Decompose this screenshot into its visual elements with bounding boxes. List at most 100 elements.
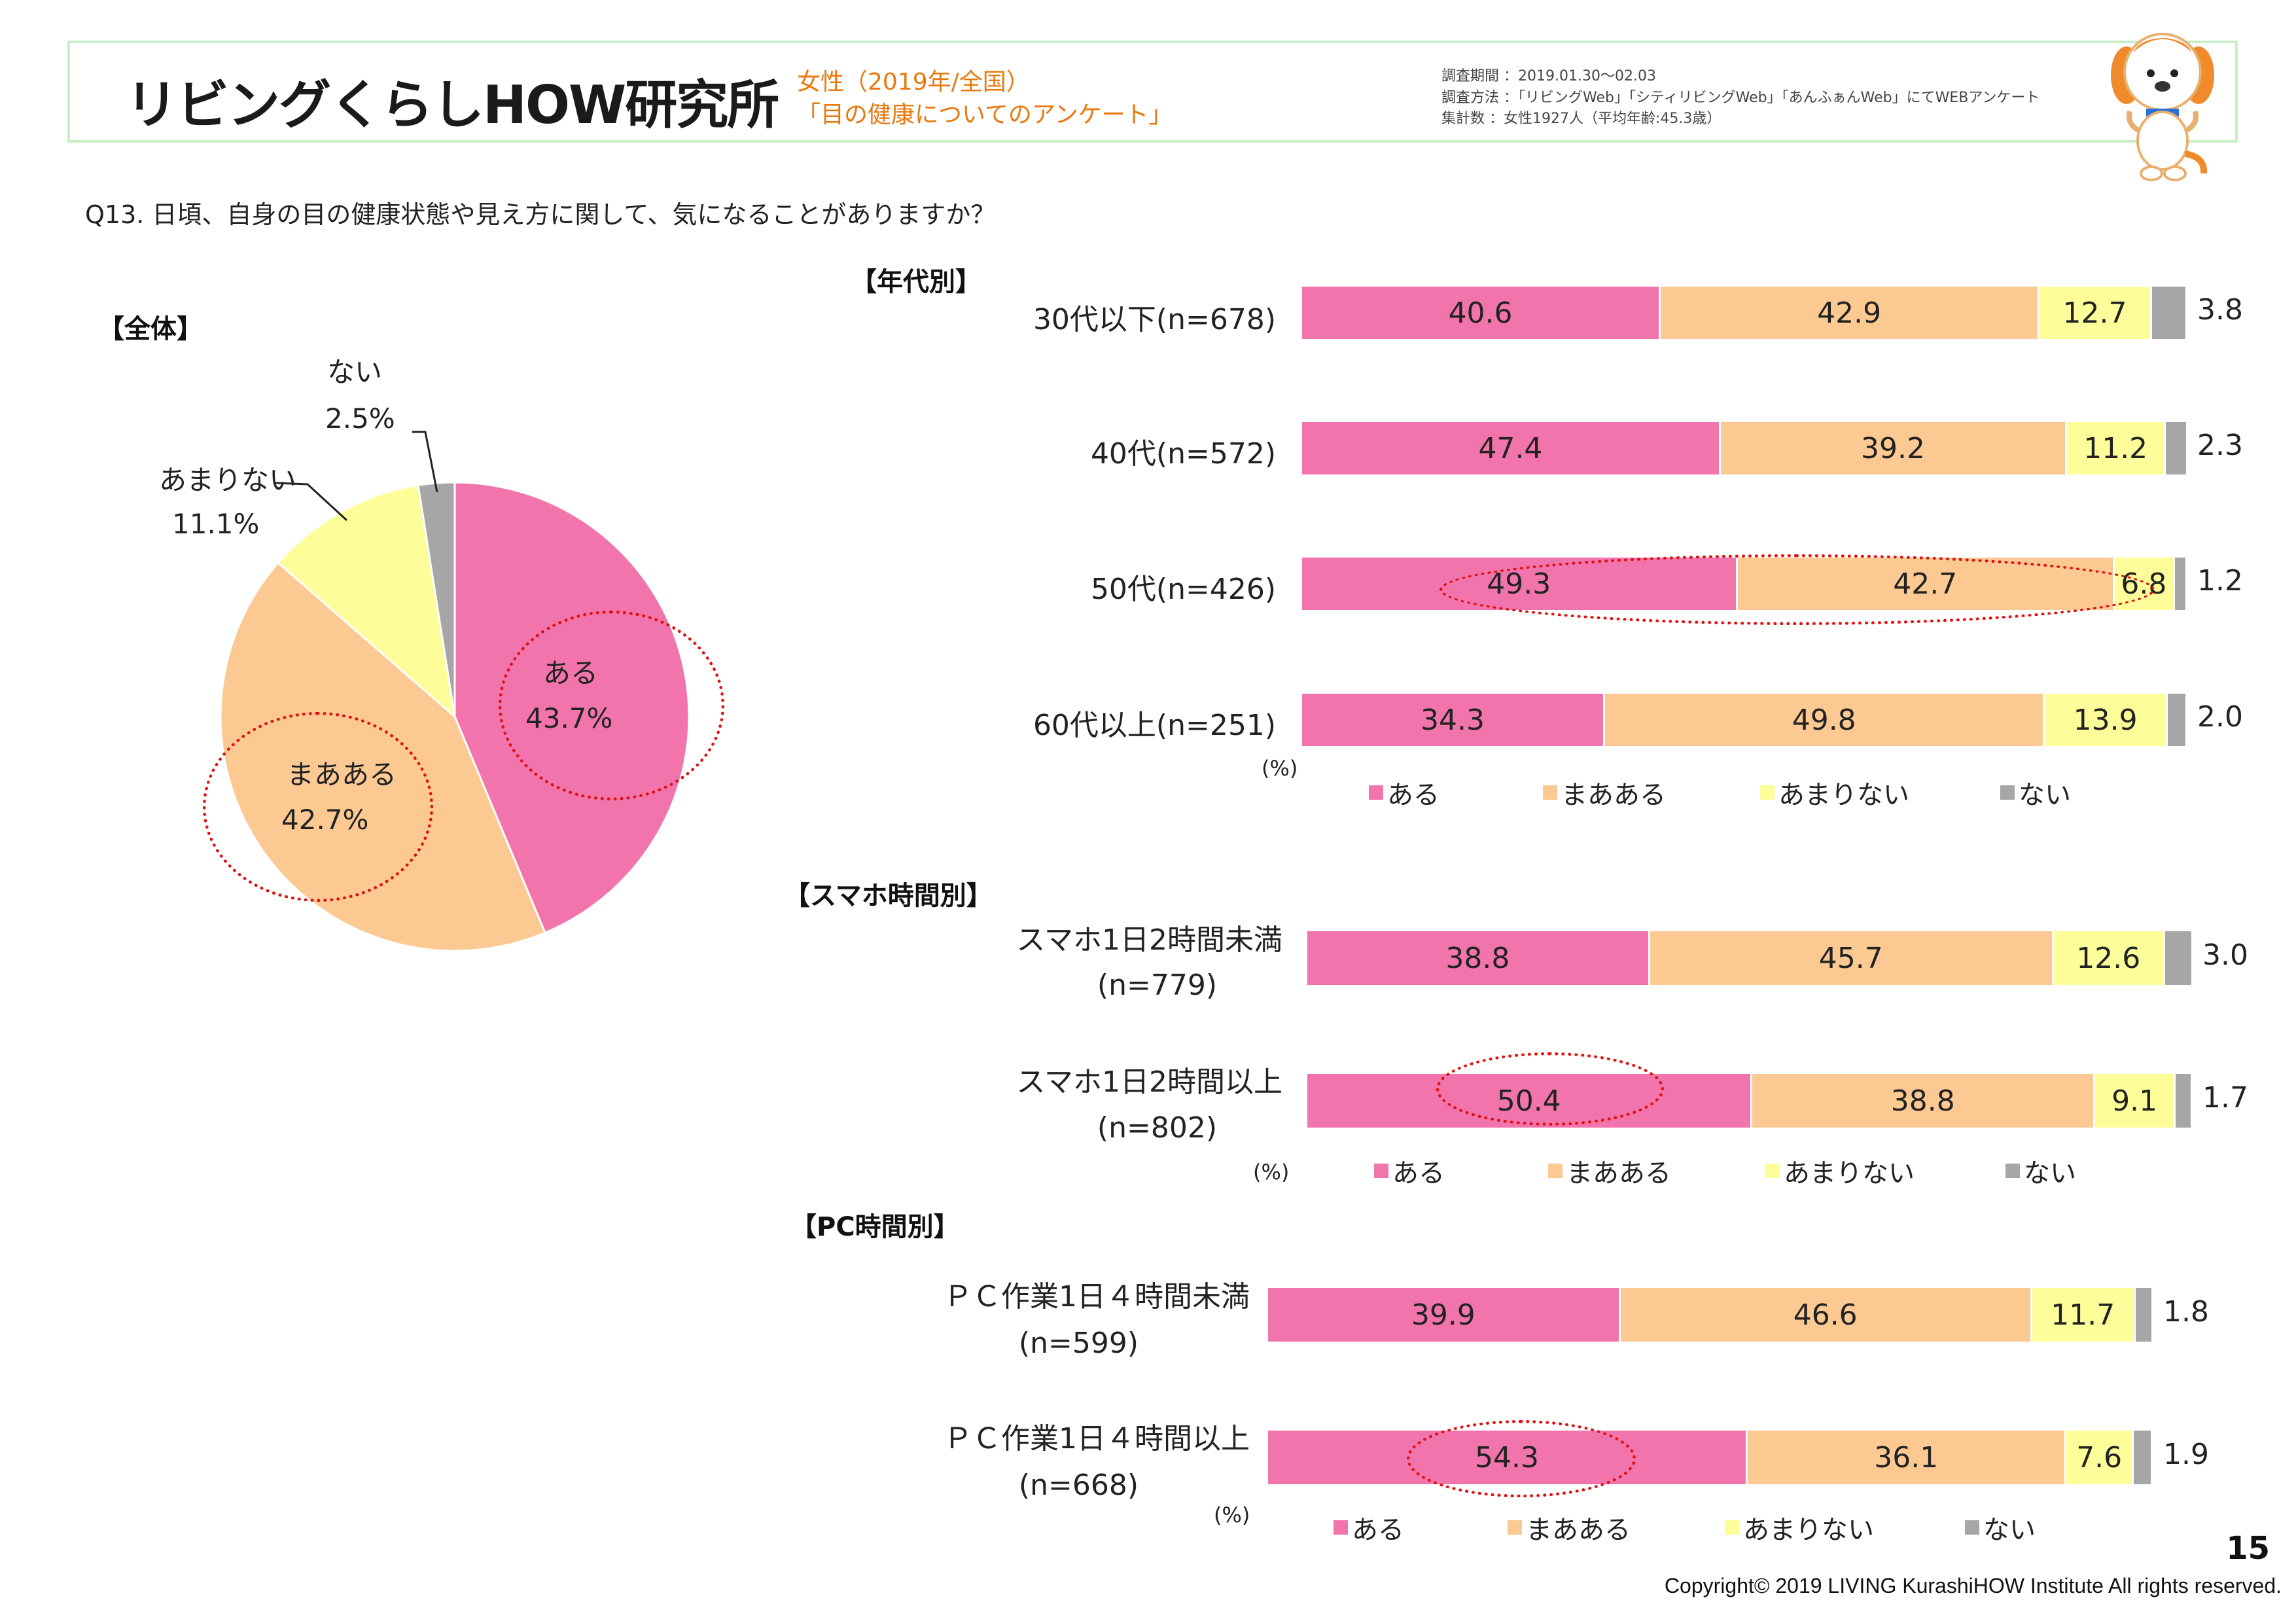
survey-method: 調査方法 ：「リビングWeb」「シティリビングWeb」「あんふぁんWeb」にてW… bbox=[1441, 90, 2040, 106]
sp-bar-0-maaaru: 45.7 bbox=[1650, 931, 2054, 985]
pc-legend-aru: ある bbox=[1333, 1508, 1404, 1546]
age-value-2-nai: 1.2 bbox=[2197, 564, 2243, 597]
pie-value-amarinai: 11.1% bbox=[172, 508, 260, 540]
age-value-0-amarinai: 12.7 bbox=[2062, 296, 2127, 330]
survey-period: 調査期間 ：2019.01.30〜02.03 bbox=[1441, 68, 1656, 84]
pc-section-title: 【PC時間別】 bbox=[790, 1212, 960, 1242]
age-bar-2-nai bbox=[2174, 558, 2185, 610]
sp-bar-1-maaaru: 38.8 bbox=[1752, 1074, 2096, 1128]
legend-swatch-nai bbox=[1965, 1520, 1979, 1535]
age-bar-0-aru: 40.6 bbox=[1302, 287, 1661, 339]
age-value-3-amarinai: 13.9 bbox=[2073, 703, 2138, 737]
age-value-3-nai: 2.0 bbox=[2197, 700, 2243, 734]
age-bar-0-nai bbox=[2151, 287, 2185, 339]
age-legend-aru: ある bbox=[1369, 774, 1439, 812]
sp-value-1-amarinai: 9.1 bbox=[2111, 1084, 2158, 1118]
pc-row-label-1-line1: ＰＣ作業1日４時間以上 bbox=[944, 1422, 1250, 1455]
legend-text-amarinai: あまりない bbox=[1778, 780, 1909, 810]
age-row-label-0: 30代以下(n=678) bbox=[1033, 303, 1276, 336]
legend-swatch-amarinai bbox=[1765, 1164, 1780, 1178]
sp-legend-aru: ある bbox=[1374, 1152, 1445, 1190]
age-value-1-aru: 47.4 bbox=[1478, 431, 1543, 465]
age-bar-3-maaaru: 49.8 bbox=[1605, 694, 2045, 746]
pc-bar-0-nai bbox=[2135, 1288, 2151, 1342]
age-section-title: 【年代別】 bbox=[851, 267, 981, 297]
page-number: 15 bbox=[2226, 1530, 2270, 1567]
legend-swatch-aru bbox=[1333, 1520, 1348, 1535]
age-bar-1-maaaru: 39.2 bbox=[1720, 422, 2068, 474]
age-bar-3-nai bbox=[2168, 694, 2185, 746]
age-value-0-maaaru: 42.9 bbox=[1817, 296, 1882, 330]
pie-label-nai: ない bbox=[327, 356, 383, 388]
pc-value-1-amarinai: 7.6 bbox=[2076, 1440, 2123, 1474]
age-value-1-nai: 2.3 bbox=[2197, 429, 2243, 462]
sp-row-label-1-line1: スマホ1日2時間以上 bbox=[1016, 1065, 1282, 1099]
sp-legend-maaaru: まあある bbox=[1548, 1152, 1671, 1190]
sp-unit-label: (%) bbox=[1253, 1160, 1290, 1185]
legend-swatch-nai bbox=[2000, 785, 2015, 800]
legend-swatch-amarinai bbox=[1725, 1520, 1739, 1535]
legend-swatch-amarinai bbox=[1760, 785, 1775, 800]
pie-value-nai: 2.5% bbox=[325, 402, 395, 435]
pie-label-amarinai: あまりない bbox=[159, 464, 297, 496]
pc-value-1-maaaru: 36.1 bbox=[1874, 1440, 1939, 1474]
pc-bar-1-maaaru: 36.1 bbox=[1748, 1431, 2067, 1484]
legend-text-nai: ない bbox=[2024, 1158, 2076, 1188]
report-header bbox=[67, 41, 2238, 143]
legend-text-amarinai: あまりない bbox=[1784, 1158, 1915, 1188]
age-row-label-2: 50代(n=426) bbox=[1090, 573, 1276, 606]
pc-row-label-0-line2: (n=599) bbox=[1018, 1327, 1139, 1360]
sp-value-0-amarinai: 12.6 bbox=[2076, 941, 2141, 975]
legend-text-nai: ない bbox=[2019, 780, 2071, 810]
pc-bar-0-amarinai: 11.7 bbox=[2032, 1288, 2136, 1342]
age-legend-nai: ない bbox=[2000, 774, 2071, 812]
age-legend-maaaru: まあある bbox=[1543, 774, 1666, 812]
pc-bar-0-maaaru: 46.6 bbox=[1620, 1288, 2032, 1342]
question-text: Q13. 日頃、自身の目の健康状態や見え方に関して、気になることがありますか？ bbox=[85, 200, 996, 229]
smartphone-section-title: 【スマホ時間別】 bbox=[784, 881, 993, 911]
survey-title: 「目の健康についてのアンケート」 bbox=[797, 101, 1173, 128]
legend-swatch-maaaru bbox=[1548, 1164, 1563, 1178]
legend-swatch-maaaru bbox=[1543, 785, 1557, 800]
sp-value-0-maaaru: 45.7 bbox=[1818, 941, 1883, 975]
pc-bar-0-aru: 39.9 bbox=[1268, 1288, 1621, 1342]
pc-unit-label: (%) bbox=[1214, 1503, 1250, 1527]
age-value-3-aru: 34.3 bbox=[1421, 703, 1485, 737]
sp-value-0-nai: 3.0 bbox=[2202, 938, 2248, 972]
age-legend-amarinai: あまりない bbox=[1760, 774, 1909, 812]
legend-swatch-nai bbox=[2005, 1164, 2020, 1178]
legend-text-nai: ない bbox=[1983, 1515, 2036, 1545]
highlight-circle-pc bbox=[1407, 1420, 1636, 1497]
pc-row-label-1-line2: (n=668) bbox=[1018, 1469, 1139, 1502]
legend-swatch-maaaru bbox=[1508, 1520, 1522, 1535]
age-bar-1-amarinai: 11.2 bbox=[2067, 422, 2166, 474]
pc-legend-maaaru: まあある bbox=[1508, 1508, 1631, 1546]
highlight-circle-50s bbox=[1439, 554, 2155, 625]
survey-subtitle: 女性（2019年/全国） bbox=[797, 69, 1030, 96]
pc-legend-amarinai: あまりない bbox=[1725, 1508, 1874, 1546]
age-row-label-1: 40代(n=572) bbox=[1090, 437, 1276, 471]
age-bar-1-aru: 47.4 bbox=[1302, 422, 1721, 474]
pc-legend-nai: ない bbox=[1965, 1508, 2036, 1546]
age-unit-label: (%) bbox=[1262, 756, 1298, 781]
survey-count: 集計数 ：女性1927人（平均年齢:45.3歳） bbox=[1441, 111, 1722, 127]
pc-value-0-amarinai: 11.7 bbox=[2051, 1298, 2115, 1332]
sp-row-label-0-line2: (n=779) bbox=[1097, 969, 1217, 1002]
pc-row-label-0-line1: ＰＣ作業1日４時間未満 bbox=[944, 1280, 1250, 1313]
legend-text-aru: ある bbox=[1352, 1515, 1404, 1545]
age-value-3-maaaru: 49.8 bbox=[1792, 703, 1856, 737]
copyright-text: Copyright© 2019 LIVING KurashiHOW Instit… bbox=[1664, 1574, 2282, 1597]
legend-swatch-aru bbox=[1374, 1164, 1388, 1178]
age-row-label-3: 60代以上(n=251) bbox=[1033, 709, 1276, 742]
age-bar-3-amarinai: 13.9 bbox=[2045, 694, 2168, 746]
age-value-1-maaaru: 39.2 bbox=[1861, 431, 1925, 465]
sp-value-1-maaaru: 38.8 bbox=[1890, 1084, 1955, 1118]
legend-text-amarinai: あまりない bbox=[1743, 1515, 1874, 1545]
sp-bar-0-amarinai: 12.6 bbox=[2053, 931, 2165, 985]
legend-swatch-aru bbox=[1369, 785, 1383, 800]
sp-legend-amarinai: あまりない bbox=[1765, 1152, 1915, 1190]
age-value-1-amarinai: 11.2 bbox=[2083, 431, 2148, 465]
pc-bar-1-amarinai: 7.6 bbox=[2066, 1431, 2134, 1484]
legend-text-maaaru: まあある bbox=[1566, 1158, 1671, 1188]
pc-value-0-nai: 1.8 bbox=[2163, 1295, 2209, 1329]
